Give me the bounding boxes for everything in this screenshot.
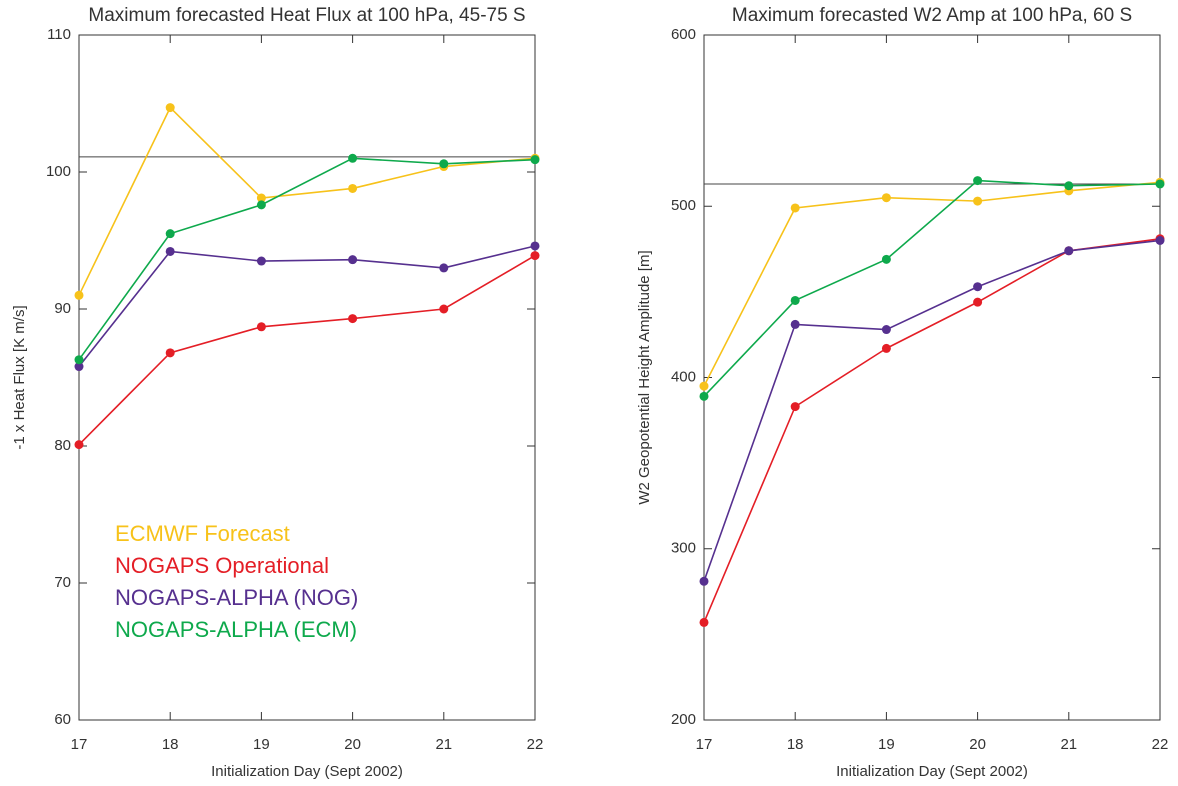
x-tick-label: 20 — [344, 736, 361, 753]
data-point — [439, 263, 449, 273]
data-point — [973, 297, 983, 307]
series-line — [703, 181, 1161, 387]
x-tick-label: 22 — [527, 736, 544, 753]
data-point — [790, 319, 800, 329]
data-point — [530, 155, 540, 165]
y-tick-label: 600 — [671, 26, 696, 43]
data-point — [165, 103, 175, 113]
data-point — [74, 440, 84, 450]
data-point — [881, 193, 891, 203]
y-tick-label: 200 — [671, 711, 696, 728]
legend-entry: NOGAPS-ALPHA (ECM) — [115, 617, 357, 642]
x-axis-label: Initialization Day (Sept 2002) — [211, 763, 403, 780]
x-tick-label: 17 — [696, 736, 713, 753]
series-line — [78, 254, 536, 446]
data-point — [165, 246, 175, 256]
data-point — [530, 251, 540, 261]
data-point — [973, 282, 983, 292]
chart-title: Maximum forecasted Heat Flux at 100 hPa,… — [88, 5, 525, 26]
plot-frame — [78, 34, 536, 721]
y-axis-label: -1 x Heat Flux [K m/s] — [11, 305, 28, 449]
data-point — [790, 203, 800, 213]
legend-entry: NOGAPS-ALPHA (NOG) — [115, 585, 358, 610]
chart-title: Maximum forecasted W2 Amp at 100 hPa, 60… — [732, 5, 1132, 26]
y-tick-label: 300 — [671, 540, 696, 557]
panel: Maximum forecasted W2 Amp at 100 hPa, 60… — [636, 5, 1168, 780]
y-tick-label: 500 — [671, 197, 696, 214]
data-point — [790, 402, 800, 412]
data-point — [165, 348, 175, 358]
legend-entry: ECMWF Forecast — [115, 521, 290, 546]
data-point — [1155, 236, 1165, 245]
data-point — [74, 290, 84, 300]
y-tick-label: 80 — [54, 437, 71, 454]
series-line — [703, 239, 1161, 582]
data-point — [1064, 246, 1074, 256]
data-point — [699, 381, 709, 391]
data-point — [973, 196, 983, 206]
x-tick-label: 17 — [71, 736, 88, 753]
data-point — [790, 295, 800, 305]
y-tick-label: 90 — [54, 300, 71, 317]
y-tick-label: 60 — [54, 711, 71, 728]
data-point — [74, 362, 84, 372]
data-point — [256, 256, 266, 266]
data-point — [348, 314, 358, 324]
x-tick-label: 21 — [1060, 736, 1077, 753]
data-point — [699, 391, 709, 401]
series-line — [703, 237, 1161, 623]
series-line — [703, 179, 1161, 397]
data-point — [881, 343, 891, 353]
x-tick-label: 21 — [435, 736, 452, 753]
data-point — [973, 176, 983, 186]
data-point — [256, 200, 266, 210]
data-point — [256, 322, 266, 332]
data-point — [1155, 179, 1165, 189]
data-point — [699, 617, 709, 627]
x-tick-label: 18 — [162, 736, 179, 753]
y-axis-label: W2 Geopotential Height Amplitude [m] — [636, 250, 653, 504]
data-point — [699, 576, 709, 586]
x-tick-label: 18 — [787, 736, 804, 753]
data-point — [881, 325, 891, 335]
data-point — [439, 304, 449, 314]
series-line — [78, 157, 536, 361]
data-point — [74, 355, 84, 365]
plot-frame — [703, 34, 1161, 721]
series-line — [78, 245, 536, 368]
data-point — [348, 255, 358, 265]
x-tick-label: 19 — [253, 736, 270, 753]
y-tick-label: 70 — [54, 574, 71, 591]
x-axis-label: Initialization Day (Sept 2002) — [836, 763, 1028, 780]
data-point — [1064, 181, 1074, 191]
data-point — [881, 254, 891, 264]
y-tick-label: 110 — [47, 26, 71, 43]
data-point — [439, 159, 449, 169]
y-tick-label: 100 — [46, 163, 71, 180]
data-point — [165, 229, 175, 239]
series-line — [78, 106, 536, 296]
data-point — [348, 153, 358, 163]
legend-entry: NOGAPS Operational — [115, 553, 329, 578]
data-point — [530, 241, 540, 251]
data-point — [348, 183, 358, 193]
data-point — [256, 193, 266, 203]
y-tick-label: 400 — [671, 368, 696, 385]
x-tick-label: 20 — [969, 736, 986, 753]
panel: Maximum forecasted Heat Flux at 100 hPa,… — [11, 5, 543, 780]
x-tick-label: 19 — [878, 736, 895, 753]
x-tick-label: 22 — [1152, 736, 1169, 753]
